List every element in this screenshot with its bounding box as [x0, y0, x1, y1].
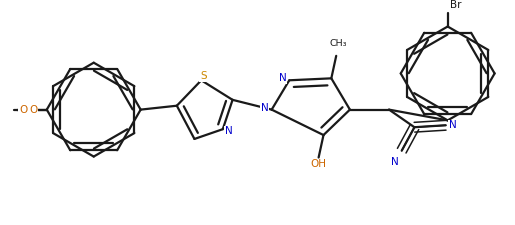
Text: CH₃: CH₃ — [330, 39, 347, 48]
Text: N: N — [261, 103, 269, 113]
Text: N: N — [225, 126, 233, 136]
Text: N: N — [449, 120, 456, 130]
Text: OH: OH — [311, 159, 327, 169]
Text: Br: Br — [450, 0, 461, 10]
Text: N: N — [279, 73, 286, 83]
Text: S: S — [200, 71, 207, 81]
Text: O: O — [19, 105, 27, 115]
Text: O: O — [29, 105, 37, 115]
Text: N: N — [391, 158, 399, 167]
